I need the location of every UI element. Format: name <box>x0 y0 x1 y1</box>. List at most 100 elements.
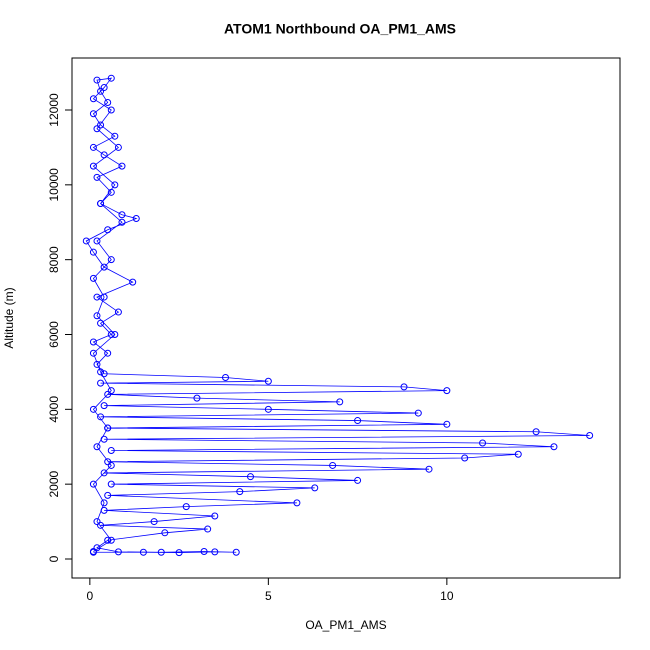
data-point <box>222 374 230 382</box>
data-point <box>97 379 105 387</box>
data-point <box>157 548 165 556</box>
data-point <box>93 518 101 526</box>
data-point <box>461 454 469 462</box>
plot-frame <box>71 57 621 579</box>
data-point <box>414 409 422 417</box>
data-point <box>118 162 126 170</box>
data-point <box>89 405 97 413</box>
data-point <box>97 368 105 376</box>
data-point <box>247 473 255 481</box>
data-point <box>89 480 97 488</box>
data-point <box>89 338 97 346</box>
data-point <box>97 200 105 208</box>
data-point <box>107 387 115 395</box>
data-point <box>89 110 97 118</box>
data-point <box>89 274 97 282</box>
data-point <box>100 293 108 301</box>
data-point <box>100 84 108 92</box>
data-point <box>532 428 540 436</box>
data-point <box>100 435 108 443</box>
data-point <box>232 548 240 556</box>
data-point <box>425 465 433 473</box>
data-point <box>139 548 147 556</box>
x-tick-label: 0 <box>87 589 94 603</box>
data-point <box>100 370 108 378</box>
data-point <box>111 132 119 140</box>
data-point <box>550 443 558 451</box>
data-point <box>104 390 112 398</box>
data-point <box>107 256 115 264</box>
data-point <box>107 480 115 488</box>
data-point <box>479 439 487 447</box>
data-point <box>354 476 362 484</box>
data-point <box>150 518 158 526</box>
data-point <box>132 215 140 223</box>
data-point <box>93 237 101 245</box>
data-point <box>107 461 115 469</box>
x-axis-label: OA_PM1_AMS <box>305 618 386 632</box>
data-point <box>586 432 594 440</box>
data-point <box>107 188 115 196</box>
data-point <box>114 548 122 556</box>
data-point <box>107 331 115 339</box>
data-point <box>161 529 169 537</box>
y-tick-label: 8000 <box>47 246 61 273</box>
data-point <box>443 387 451 395</box>
data-point <box>236 488 244 496</box>
data-point <box>175 549 183 557</box>
data-point <box>204 525 212 533</box>
data-point <box>329 461 337 469</box>
data-point <box>211 548 219 556</box>
data-point <box>100 402 108 410</box>
data-point <box>182 503 190 511</box>
data-point <box>104 491 112 499</box>
data-point <box>97 319 105 327</box>
data-point <box>89 349 97 357</box>
data-point <box>311 484 319 492</box>
y-tick-label: 2000 <box>47 470 61 497</box>
data-point <box>97 121 105 129</box>
y-tick-label: 4000 <box>47 396 61 423</box>
data-point <box>118 211 126 219</box>
data-point <box>104 424 112 432</box>
data-point <box>211 512 219 520</box>
data-point <box>93 125 101 133</box>
data-point <box>82 237 90 245</box>
data-point <box>107 106 115 114</box>
data-point <box>107 536 115 544</box>
data-point <box>129 278 137 286</box>
data-point <box>336 398 344 406</box>
data-point <box>111 181 119 189</box>
data-point <box>514 450 522 458</box>
data-point <box>104 99 112 107</box>
data-point <box>107 74 115 82</box>
data-point <box>200 548 208 556</box>
data-point <box>97 413 105 421</box>
data-point <box>93 443 101 451</box>
data-point <box>93 360 101 368</box>
data-point <box>400 383 408 391</box>
data-point <box>93 76 101 84</box>
data-point <box>114 143 122 151</box>
data-point <box>93 293 101 301</box>
chart-title: ATOM1 Northbound OA_PM1_AMS <box>224 21 456 37</box>
data-point <box>100 469 108 477</box>
y-axis-label: Altitude (m) <box>2 287 16 348</box>
data-point <box>104 536 112 544</box>
data-point <box>97 521 105 529</box>
data-point <box>264 405 272 413</box>
data-point <box>100 263 108 271</box>
series-line <box>85 77 590 554</box>
data-point <box>104 226 112 234</box>
data-point <box>104 349 112 357</box>
data-point <box>293 499 301 507</box>
data-point <box>104 458 112 466</box>
data-point <box>100 506 108 514</box>
x-tick-label: 10 <box>440 589 454 603</box>
data-point <box>100 499 108 507</box>
data-point <box>89 95 97 103</box>
data-point <box>107 446 115 454</box>
y-tick-label: 6000 <box>47 321 61 348</box>
data-point <box>89 143 97 151</box>
